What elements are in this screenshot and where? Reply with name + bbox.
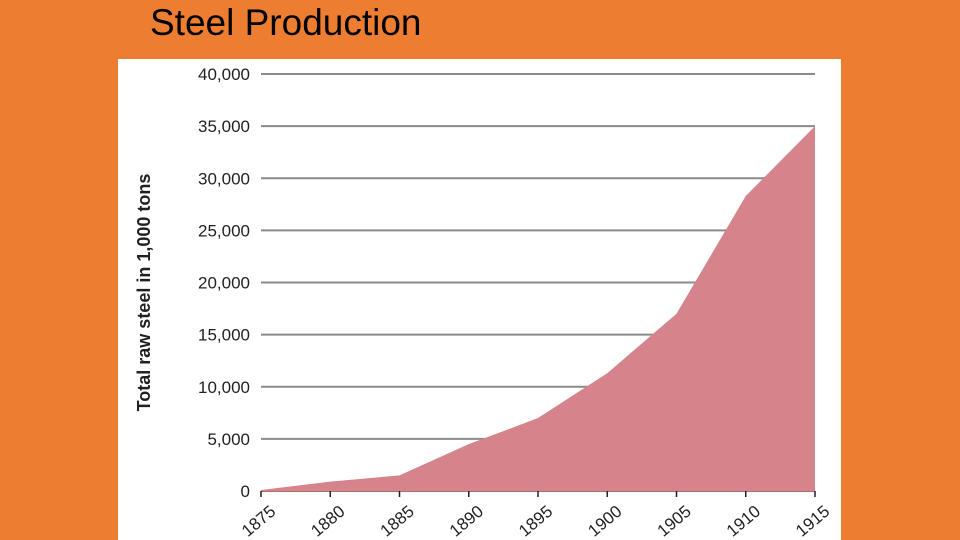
x-tick-label: 1890	[446, 502, 487, 540]
y-tick-label: 15,000	[198, 326, 250, 345]
area-layer	[260, 126, 816, 491]
x-tick-label: 1910	[723, 502, 764, 540]
chart-panel: 0 5,000 10,000 15,000 20,000 25,000 30,000 35,0…	[118, 59, 841, 540]
x-tick-label: 1905	[654, 502, 695, 540]
x-tick-label: 1900	[584, 502, 625, 540]
x-tick-label: 1875	[238, 502, 279, 540]
y-axis-label: Total raw steel in 1,000 tons	[134, 174, 154, 412]
y-tick-label: 40,000	[198, 65, 250, 84]
x-axis-ticks: 1875 1880 1885 1890 1895 1900 1905 1910 1915	[238, 491, 833, 540]
y-tick-label: 25,000	[198, 221, 250, 240]
y-tick-label: 30,000	[198, 169, 250, 188]
steel-production-chart: 0 5,000 10,000 15,000 20,000 25,000 30,000 35,0…	[134, 65, 833, 540]
area-series-total-raw-steel	[261, 126, 815, 491]
x-tick-label: 1885	[377, 502, 418, 540]
y-tick-label: 10,000	[198, 378, 250, 397]
slide-title: Steel Production	[150, 2, 422, 43]
x-tick-label: 1895	[515, 502, 556, 540]
y-tick-label: 0	[241, 482, 250, 501]
y-axis-ticks: 0 5,000 10,000 15,000 20,000 25,000 30,000 35,0…	[198, 65, 250, 501]
x-tick-label: 1915	[792, 502, 833, 540]
y-tick-label: 20,000	[198, 274, 250, 293]
x-tick-label: 1880	[307, 502, 348, 540]
y-tick-label: 5,000	[207, 430, 250, 449]
y-tick-label: 35,000	[198, 117, 250, 136]
